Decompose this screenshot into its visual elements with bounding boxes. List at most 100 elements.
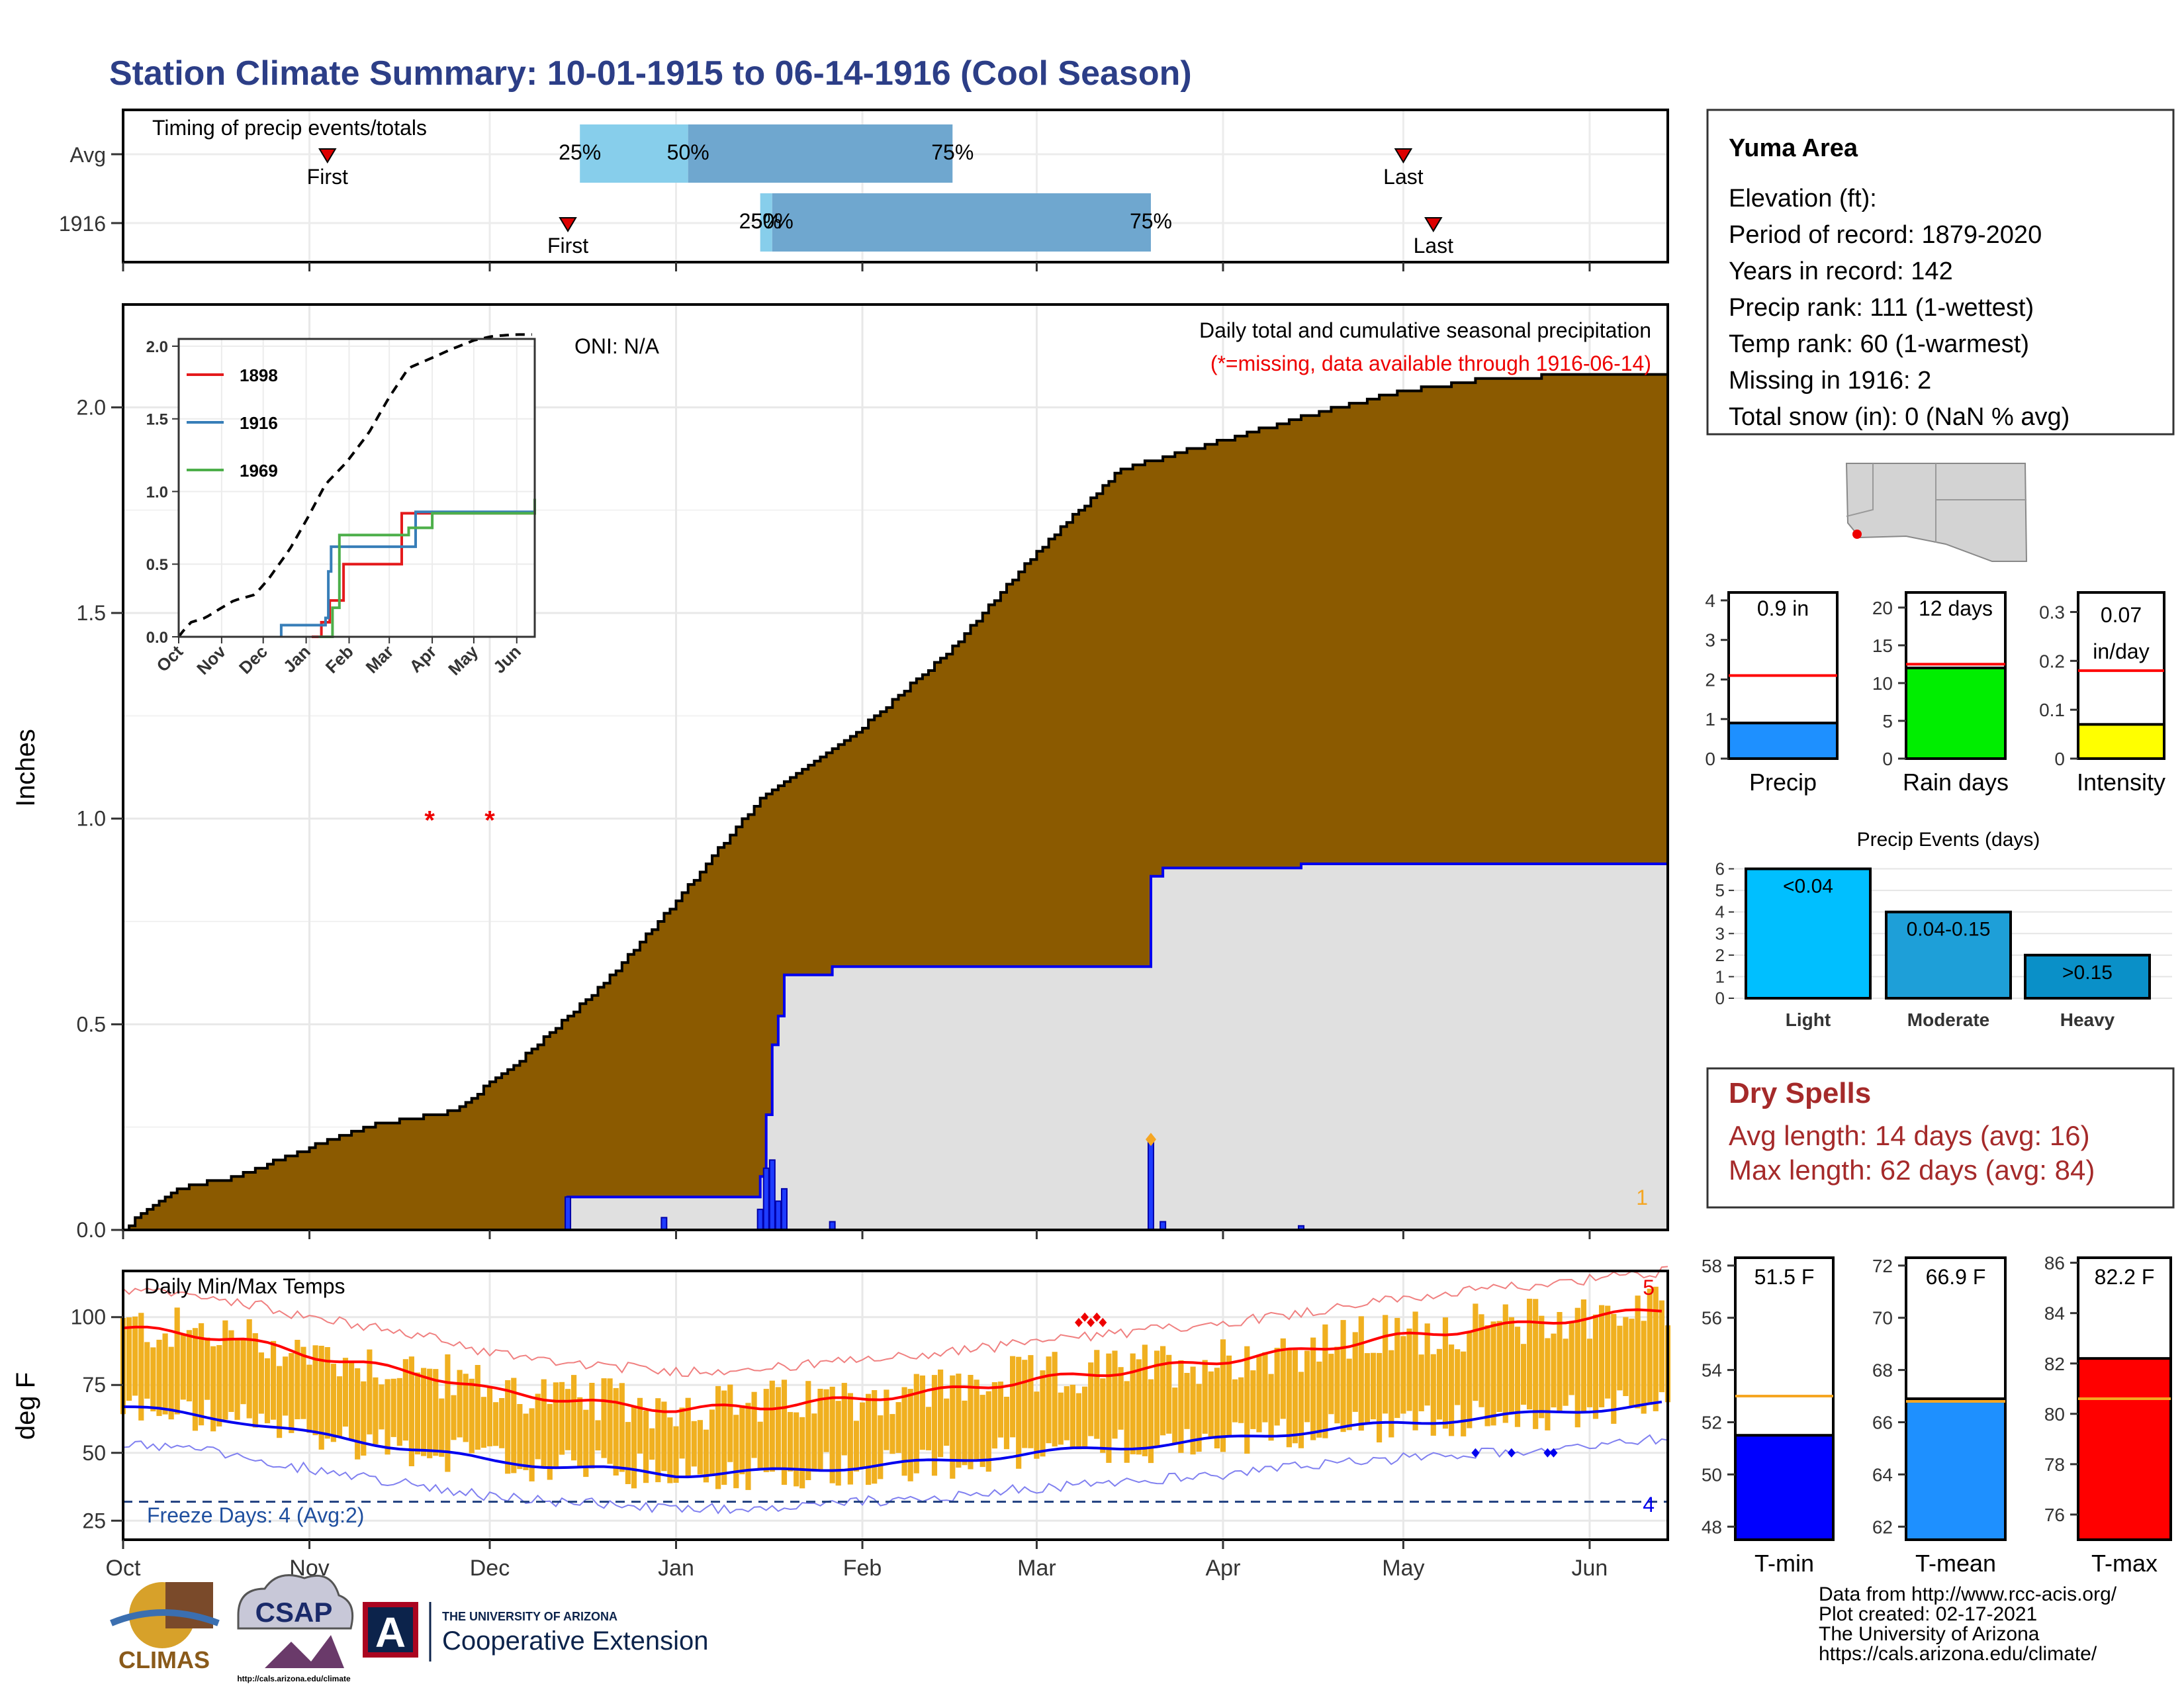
record-low-marker-icon [1543,1448,1552,1458]
daily-temp-bar [1461,1351,1467,1436]
inset-y-tick-label: 2.0 [146,338,168,356]
ua-logo-letter: A [375,1609,406,1656]
daily-temp-bar [805,1381,811,1480]
tmax_box-category-label: T-max [2091,1550,2158,1577]
daily-precip-bar [774,1200,782,1231]
daily-temp-bar [150,1347,156,1412]
inset-y-tick-label: 0.0 [146,629,168,647]
daily-temp-bar [1605,1305,1611,1399]
daily-temp-bar [445,1354,451,1472]
daily-temp-bar [1617,1325,1623,1391]
daily-temp-bar [907,1389,913,1481]
events-category-label: Light [1786,1009,1831,1030]
daily-temp-bar [974,1380,979,1462]
timing-last-label: Last [1383,165,1424,189]
intensity-y-tick-label: 0 [2054,749,2065,769]
daily-temp-bar [402,1359,408,1441]
intensity-y-tick-label: 0.3 [2039,602,2065,623]
daily-temp-bar [847,1393,853,1485]
tmin_box-y-tick-label: 56 [1702,1308,1722,1329]
daily-temp-bar [330,1364,336,1442]
tmax_box-y-tick-label: 80 [2044,1404,2065,1425]
record-low-marker-icon [1471,1448,1480,1458]
tmax_box-y-tick-label: 76 [2044,1505,2065,1525]
daily-temp-bar [1244,1346,1250,1454]
daily-temp-bar [138,1313,144,1421]
daily-temp-bar [715,1385,721,1489]
daily-temp-bar [1533,1299,1539,1429]
daily-temp-bar [956,1374,962,1468]
daily-temp-bar [1635,1295,1641,1409]
daily-temp-bar [1022,1360,1028,1448]
avg-tmin-line [122,1400,1662,1479]
events-bar-heavy [2024,953,2151,1000]
daily-temp-bar [1106,1353,1112,1463]
ua-logo-top-text: THE UNIVERSITY OF ARIZONA [442,1610,617,1623]
tmean_box-y-tick-label: 64 [1872,1464,1893,1485]
dry-spells-line: Avg length: 14 days (avg: 16) [1729,1120,2090,1151]
daily-temp-bar [1455,1349,1461,1405]
daily-temp-bar [324,1347,330,1439]
tmax_box-y-tick-label: 82 [2044,1354,2065,1374]
timing-row-label: 1916 [59,212,106,236]
climas-logo-swoosh [110,1609,220,1626]
daily-temp-bar [1274,1348,1280,1426]
timing-row-label: Avg [69,143,106,167]
daily-temp-bar [475,1365,480,1450]
season_precip_total-y-tick-label: 1 [1705,709,1715,729]
avg-tmax-line [122,1308,1662,1413]
intensity-value-label2: in/day [2093,639,2149,663]
daily-temp-bar [559,1382,565,1455]
daily-temp-bar [433,1369,439,1456]
events-y-tick-label: 1 [1715,966,1725,986]
record-low-line [122,1434,1668,1515]
daily-temp-bar [1358,1316,1364,1431]
daily-temp-bar [258,1352,264,1414]
daily-temp-bar [355,1368,361,1460]
temps-x-tick-label: Oct [106,1556,141,1581]
daily-temp-bar [631,1406,637,1489]
daily-temp-bar [1166,1354,1172,1434]
temps-frame [122,1270,1669,1541]
daily-temp-bar [637,1397,643,1454]
tmax_box-value-label: 82.2 F [2095,1265,2155,1289]
daily-temp-bar [667,1417,673,1483]
footer: Data from http://www.rcc-acis.org/Plot c… [110,1574,2117,1683]
daily-temp-bar [1226,1355,1232,1436]
daily-temp-bar [1508,1317,1514,1413]
daily-temp-bar [390,1378,396,1437]
daily-temp-bar [1118,1367,1124,1430]
daily-temp-bar [727,1384,733,1462]
record-high-marker-icon [1074,1317,1083,1327]
daily-precip-bar [1147,1139,1154,1231]
daily-temp-bar [1580,1299,1586,1411]
daily-temp-bar [240,1338,246,1405]
daily-temp-bar [607,1378,613,1464]
station-info-line: Temp rank: 60 (1-warmest) [1729,330,2029,358]
daily-temp-bar [1521,1344,1527,1405]
current-cumulative-line [123,863,1668,1231]
daily-temp-bar [1069,1384,1075,1448]
missing-data-marker: * [424,806,435,835]
daily-temp-bar [583,1409,589,1477]
daily-temp-bar [1623,1317,1629,1396]
daily-temp-bar [1514,1327,1521,1427]
temps-panel: Freeze Days: 4 (Avg:2) Daily Min/Max Temp… [11,1266,1671,1581]
inset-series-line-1969 [318,498,536,638]
daily-temp-bar [1028,1355,1034,1448]
daily-temp-bar [872,1390,878,1484]
daily-temp-bar [379,1384,385,1430]
rain_days-y-tick-label: 20 [1872,598,1893,618]
timing-q25-label: 25% [559,140,601,164]
daily-temp-bar [499,1398,505,1448]
daily-temp-bar [763,1389,769,1472]
daily-temp-bar [781,1380,788,1485]
events-bar-moderate [1885,910,2012,1000]
daily-temp-bar [938,1369,944,1458]
daily-temp-bar [1328,1354,1334,1415]
daily-temp-bar [1424,1323,1430,1406]
timing-first-label: First [547,234,588,258]
